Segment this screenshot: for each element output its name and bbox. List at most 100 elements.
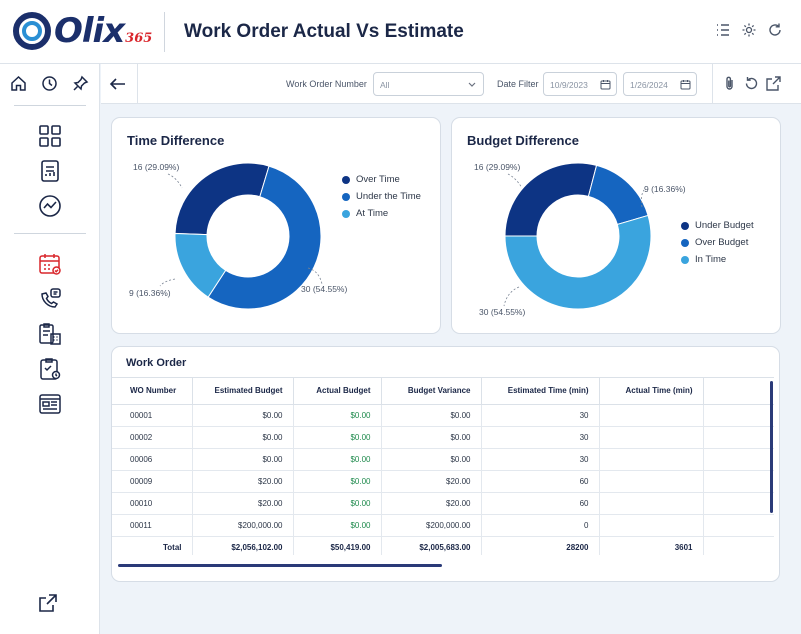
calendar-icon [600, 80, 611, 90]
report-document-icon[interactable] [37, 158, 63, 184]
column-header[interactable]: Budget Variance [381, 378, 482, 405]
dashboard-grid-icon[interactable] [37, 123, 63, 149]
table-header-row: WO Number Estimated Budget Actual Budget Bu… [112, 378, 774, 405]
work-order-table: WO Number Estimated Budget Actual Budget Bu… [112, 378, 774, 555]
vertical-scrollbar[interactable] [770, 381, 773, 513]
refresh-icon[interactable] [767, 22, 783, 38]
legend-dot [342, 175, 350, 184]
time-over-label: 16 (29.09%) [133, 162, 180, 172]
work-order-table-wrapper: WO Number Estimated Budget Actual Budget Bu… [112, 377, 774, 555]
table-cell: $20.00 [192, 470, 294, 493]
column-header[interactable]: Estimated Budget [192, 378, 294, 405]
calendar-check-icon[interactable] [37, 251, 63, 277]
budget-intime-label: 30 (54.55%) [479, 307, 526, 317]
table-cell [703, 470, 774, 493]
header-actions [715, 22, 783, 38]
table-cell: $0.00 [293, 514, 382, 537]
table-cell: 60 [481, 470, 600, 493]
legend-dot [342, 209, 350, 218]
donut-slice-at-time[interactable] [174, 232, 227, 298]
pin-icon[interactable] [72, 75, 89, 92]
column-header[interactable]: Estimated Time (min) [481, 378, 600, 405]
total-cell: $2,056,102.00 [192, 536, 294, 555]
callout-line [640, 189, 645, 208]
home-icon[interactable] [10, 75, 27, 92]
date-to-input[interactable]: 1/26/2024 [623, 72, 697, 96]
table-row[interactable]: 00011 $200,000.00 $0.00 $200,000.00 0 [112, 514, 774, 537]
calendar-icon [680, 80, 691, 90]
donut-slice-under-the-time[interactable] [207, 165, 322, 310]
donut-slice-over-budget[interactable] [587, 164, 649, 226]
attachment-icon[interactable] [721, 75, 738, 92]
export-icon[interactable] [765, 75, 782, 92]
donut-slice-over-time[interactable] [174, 162, 270, 236]
budget-legend: Under Budget Over Budget In Time [681, 217, 754, 268]
toolbar-divider [137, 64, 138, 104]
table-cell: $20.00 [381, 492, 482, 515]
column-header[interactable]: Time (m [703, 378, 774, 405]
table-row[interactable]: 00002 $0.00 $0.00 $0.00 30 [112, 426, 774, 449]
gear-icon[interactable] [741, 22, 757, 38]
table-row[interactable]: 00006 $0.00 $0.00 $0.00 30 [112, 448, 774, 471]
total-cell: $50,419.00 [293, 536, 382, 555]
callout-line [507, 173, 523, 189]
reset-icon[interactable] [743, 75, 760, 92]
donut-slice-in-time[interactable] [504, 214, 652, 310]
table-cell [703, 514, 774, 537]
callout-line [167, 173, 183, 189]
column-header[interactable]: Actual Time (min) [599, 378, 704, 405]
analytics-icon[interactable] [37, 193, 63, 219]
callout-line [159, 278, 176, 287]
table-cell: 00006 [112, 448, 193, 471]
time-chart-title: Time Difference [127, 133, 225, 148]
table-cell: $0.00 [192, 404, 294, 427]
phone-chat-icon[interactable] [37, 286, 63, 312]
table-cell: $0.00 [192, 426, 294, 449]
table-cell: $0.00 [192, 448, 294, 471]
clipboard-task-icon[interactable] [37, 356, 63, 382]
logo: Olix 365 [12, 10, 152, 52]
table-cell [703, 492, 774, 515]
donut-slice-under-budget[interactable] [504, 162, 598, 237]
sidebar [0, 64, 100, 634]
time-legend: Over Time Under the Time At Time [342, 171, 421, 222]
legend-dot [681, 238, 689, 247]
column-header[interactable]: Actual Budget [293, 378, 382, 405]
total-cell [703, 536, 774, 555]
table-row[interactable]: 00009 $20.00 $0.00 $20.00 60 [112, 470, 774, 493]
wo-number-label: Work Order Number [286, 79, 367, 89]
column-header[interactable]: WO Number [112, 378, 193, 405]
table-cell [703, 404, 774, 427]
table-row[interactable]: 00010 $20.00 $0.00 $20.00 60 [112, 492, 774, 515]
table-cell: 60 [481, 492, 600, 515]
newspaper-icon[interactable] [37, 391, 63, 417]
legend-label: Under the Time [356, 191, 421, 202]
budget-under-label: 16 (29.09%) [474, 162, 521, 172]
total-cell: $2,005,683.00 [381, 536, 482, 555]
time-under-label: 30 (54.55%) [301, 284, 348, 294]
wo-number-value: All [380, 80, 390, 90]
table-cell: $0.00 [381, 448, 482, 471]
table-cell: 30 [481, 426, 600, 449]
logo-subtext: 365 [125, 30, 153, 46]
wo-number-select[interactable]: All [373, 72, 484, 96]
date-from-input[interactable]: 10/9/2023 [543, 72, 617, 96]
list-icon[interactable] [715, 22, 731, 38]
clipboard-building-icon[interactable] [37, 321, 63, 347]
external-link-icon[interactable] [37, 592, 59, 614]
back-arrow-icon[interactable] [109, 75, 127, 93]
callout-line [307, 267, 323, 285]
table-cell [599, 492, 704, 515]
filter-toolbar: Work Order Number All Date Filter 10/9/2… [101, 64, 801, 104]
sidebar-top-icons [0, 64, 99, 92]
table-cell: $0.00 [381, 426, 482, 449]
table-row[interactable]: 00001 $0.00 $0.00 $0.00 30 [112, 404, 774, 427]
budget-chart-title: Budget Difference [467, 133, 579, 148]
work-order-card: Work Order WO Number Estimated Budget Actu… [111, 346, 780, 582]
table-cell: $200,000.00 [192, 514, 294, 537]
horizontal-scrollbar[interactable] [118, 564, 442, 567]
table-cell [599, 514, 704, 537]
work-order-title: Work Order [126, 357, 187, 369]
clock-icon[interactable] [41, 75, 58, 92]
header-divider [164, 12, 165, 52]
